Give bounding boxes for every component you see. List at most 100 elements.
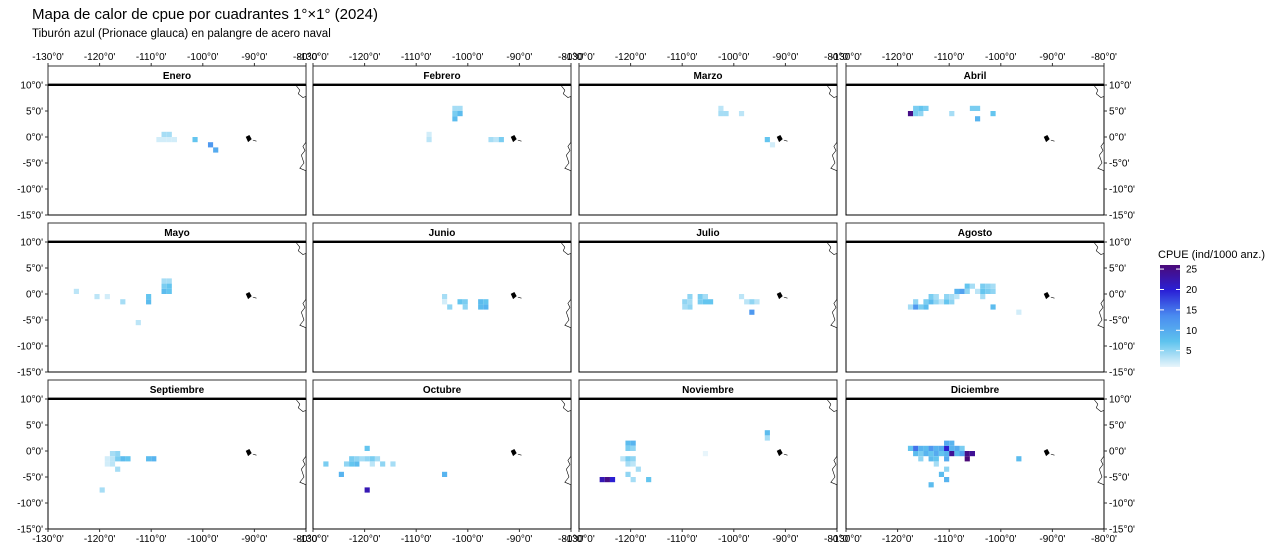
x-tick-label: -120°0' [349,534,381,545]
facet-title: Enero [163,71,191,82]
cpue-cell [913,111,919,117]
cpue-cell [483,304,489,310]
cpue-cell [213,147,219,153]
cpue-cell [944,456,950,462]
cpue-cell [938,451,945,457]
y-tick-label: -15°0' [17,525,43,536]
cpue-cell [944,466,950,472]
cpue-cell [115,451,121,457]
cpue-cell [990,304,996,310]
y-tick-label: 10°0' [20,238,43,249]
x-tick-label: -80°0' [824,534,850,545]
cpue-cell [625,461,631,467]
cpue-cell [192,137,198,143]
facet-title: Febrero [423,71,460,82]
cpue-cell [738,111,745,117]
cpue-cell [969,283,975,289]
cpue-cell [161,288,167,294]
y-tick-label: -15°0' [1109,368,1135,379]
cpue-cell [954,294,960,300]
galapagos [510,449,522,457]
cpue-cell [933,456,939,462]
cpue-cell [161,278,167,284]
colorbar [1160,265,1180,367]
cpue-cell [687,304,693,310]
facet-panel: Septiembre -130°0' -120°0' -110°0' -100°0' -9… [17,379,319,545]
cpue-cell [630,461,636,467]
cpue-cell [625,456,631,462]
facet-title: Julio [696,228,719,239]
x-tick-label: -80°0' [293,52,319,63]
cpue-cell [635,466,641,472]
cpue-cell [104,461,110,467]
coastline [564,298,572,329]
cpue-cell [928,456,934,462]
cpue-cell [954,451,960,457]
x-tick-label: -80°0' [558,52,584,63]
cpue-cell [769,142,776,148]
cpue-cell [949,299,955,305]
chart-subtitle: Tiburón azul (Prionace glauca) en palang… [32,28,331,40]
cpue-cell [944,445,950,451]
cpue-cell [918,105,924,111]
cpue-cell [913,299,919,305]
cpue-cell [390,461,396,467]
y-tick-label: 5°0' [26,264,43,275]
cpue-cell [718,105,724,111]
y-tick-label: -15°0' [17,368,43,379]
cpue-cell [374,456,381,462]
cpue-cell [630,445,636,451]
plot-area [312,84,572,216]
x-tick-label: -120°0' [882,534,914,545]
facet-panel: Abril -130°0' -120°0' -110°0' -100°0' -90°0' -… [830,52,1135,222]
cpue-cell [488,137,494,143]
colorbar-label: 20 [1186,285,1198,296]
facet-title: Mayo [164,228,190,239]
facet-title: Marzo [694,71,723,82]
cpue-cell [918,304,924,310]
cpue-cell [146,456,152,462]
x-tick-label: -110°0' [401,534,432,545]
cpue-cell [697,294,703,300]
cpue-cell [369,461,375,467]
cpue-cell [599,477,605,483]
galapagos [1043,449,1055,457]
cpue-cell [478,299,484,305]
y-tick-label: -15°0' [1109,211,1135,222]
cpue-cell [73,288,79,294]
cpue-cell [954,288,960,294]
cpue-cell [426,137,432,143]
cpue-cell [913,105,919,111]
cpue-cell [949,451,955,457]
x-tick-label: -120°0' [84,52,116,63]
cpue-cell [323,461,329,467]
cpue-cell [120,299,126,305]
facet-panel: Mayo 10°0' 5°0' 0°0' -5°0' -10°0' -15°0' [17,222,307,379]
cpue-cell [959,445,965,451]
cpue-cell [426,131,432,137]
cpue-cell [115,466,121,472]
cpue-cell [990,111,996,117]
cpue-cell [749,299,755,305]
y-tick-label: 10°0' [1109,395,1132,406]
cpue-cell [969,451,975,457]
facet-panel: Noviembre -130°0' -120°0' -110°0' -100°0' -90… [563,379,850,545]
facet-title: Septiembre [150,385,205,396]
y-tick-label: 10°0' [1109,238,1132,249]
coastline [1097,455,1105,486]
cpue-cell [938,445,945,451]
y-tick-label: -5°0' [23,473,43,484]
cpue-cell [749,309,755,315]
facet-panel: Febrero -130°0' -120°0' -110°0' -100°0' -90°0… [297,52,584,216]
cpue-cell [928,299,934,305]
cpue-cell [369,456,375,462]
y-tick-label: 10°0' [1109,81,1132,92]
cpue-cell [985,288,991,294]
colorbar-label: 10 [1186,326,1198,337]
cpue-cell [498,137,504,143]
cpue-cell [687,299,693,305]
colorbar-label: 15 [1186,305,1198,316]
cpue-cell [207,142,214,148]
cpue-cell [702,299,708,305]
x-tick-label: -80°0' [558,534,584,545]
